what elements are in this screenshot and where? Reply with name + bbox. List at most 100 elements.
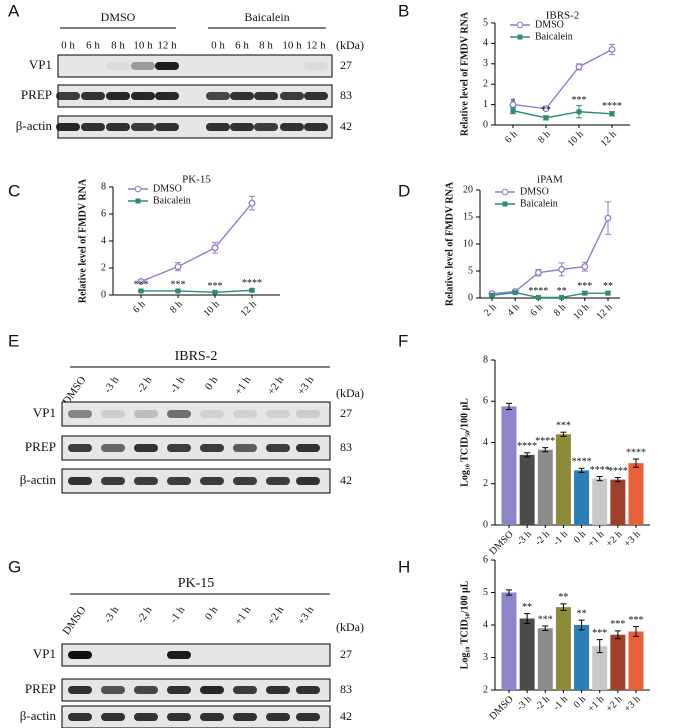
- significance: ***: [629, 615, 644, 626]
- band: [167, 410, 191, 418]
- x-tick-label: +3 h: [622, 694, 643, 715]
- band: [131, 62, 155, 70]
- band: [81, 123, 105, 131]
- lane-label: +3 h: [295, 604, 317, 628]
- point: [489, 292, 495, 298]
- band: [233, 713, 257, 721]
- panel-letter: D: [398, 181, 410, 200]
- band: [101, 410, 125, 418]
- significance: ****: [242, 278, 262, 289]
- y-tick-label: 8: [101, 181, 106, 192]
- kda-value: 83: [340, 88, 352, 102]
- x-tick-label: +1 h: [586, 529, 607, 550]
- bar: [592, 478, 608, 525]
- band: [68, 410, 92, 418]
- point: [248, 199, 256, 207]
- x-tick-label: DMSO: [488, 529, 516, 557]
- x-tick-label: 8 h: [536, 129, 553, 146]
- bar: [519, 454, 535, 525]
- band: [296, 713, 320, 721]
- x-tick-label: -1 h: [551, 694, 570, 713]
- y-tick-label: 15: [463, 211, 473, 222]
- bar: [628, 463, 644, 525]
- y-tick-label: 4: [483, 437, 488, 448]
- significance: ***: [538, 614, 553, 625]
- point: [174, 263, 182, 271]
- y-axis-label: Relative level of FMDV RNA: [444, 181, 455, 306]
- significance: ***: [572, 95, 587, 106]
- lane-label: -3 h: [102, 374, 122, 396]
- x-tick-label: 12 h: [595, 302, 615, 322]
- bar: [555, 607, 571, 690]
- point: [249, 287, 255, 293]
- significance: ***: [556, 420, 571, 431]
- x-tick-label: +2 h: [604, 529, 625, 550]
- y-tick-label: 6: [101, 208, 106, 219]
- band: [254, 123, 278, 131]
- y-tick-label: 3: [483, 652, 488, 663]
- x-tick-label: 12 h: [239, 299, 259, 319]
- lane-label: 0 h: [61, 40, 75, 52]
- kda-value: 42: [340, 709, 352, 723]
- panel-letter: F: [398, 331, 408, 350]
- point: [138, 288, 144, 294]
- kda-unit: (kDa): [336, 620, 364, 634]
- band: [155, 123, 179, 131]
- band: [81, 92, 105, 100]
- y-axis-label: Log₁₀ TCID₅₀/100 μL: [459, 580, 470, 669]
- y-tick-label: 2: [483, 684, 488, 695]
- band: [134, 686, 158, 694]
- lane-label: +2 h: [265, 604, 287, 628]
- lane-label: -3 h: [102, 604, 122, 626]
- significance: **: [558, 592, 568, 603]
- band: [296, 686, 320, 694]
- band: [266, 713, 290, 721]
- y-tick-label: 4: [101, 235, 106, 246]
- point: [534, 269, 542, 277]
- y-tick-label: 2: [483, 78, 488, 89]
- band: [206, 123, 230, 131]
- x-tick-label: -2 h: [533, 694, 552, 713]
- significance: ****: [608, 466, 628, 477]
- bar: [610, 634, 626, 690]
- x-tick-label: 10 h: [202, 299, 222, 319]
- point: [575, 63, 583, 71]
- band: [304, 62, 328, 70]
- y-tick-label: 10: [463, 238, 473, 249]
- panel-letter: B: [398, 1, 409, 20]
- y-tick-label: 0: [101, 289, 106, 300]
- lane-label: +2 h: [265, 374, 287, 398]
- x-tick-label: 6 h: [503, 129, 520, 146]
- significance: **: [577, 608, 587, 619]
- point: [581, 263, 589, 271]
- lane-label: 0 h: [211, 40, 225, 52]
- series-line: [491, 291, 608, 299]
- band: [155, 62, 179, 70]
- series-line: [140, 202, 253, 283]
- band: [68, 477, 92, 485]
- x-tick-label: +2 h: [604, 694, 625, 715]
- group-label: DMSO: [101, 10, 136, 24]
- chart-title: IBRS-2: [546, 10, 580, 22]
- series-line: [512, 110, 613, 119]
- band: [254, 92, 278, 100]
- y-tick-label: 4: [483, 619, 488, 630]
- y-tick-label: 20: [463, 184, 473, 195]
- band: [233, 686, 257, 694]
- band: [266, 477, 290, 485]
- row-label: β-actin: [16, 118, 53, 133]
- band: [230, 123, 254, 131]
- x-tick-label: -2 h: [533, 529, 552, 548]
- band: [134, 444, 158, 452]
- x-tick-label: 12 h: [599, 129, 619, 149]
- significance: **: [522, 602, 532, 613]
- y-tick-label: 2: [483, 478, 488, 489]
- band: [56, 123, 80, 131]
- band: [280, 92, 304, 100]
- band: [200, 410, 224, 418]
- point: [510, 108, 516, 114]
- series-line: [491, 217, 609, 295]
- band: [233, 410, 257, 418]
- kda-value: 27: [340, 406, 352, 420]
- lane-label: 12 h: [157, 40, 177, 52]
